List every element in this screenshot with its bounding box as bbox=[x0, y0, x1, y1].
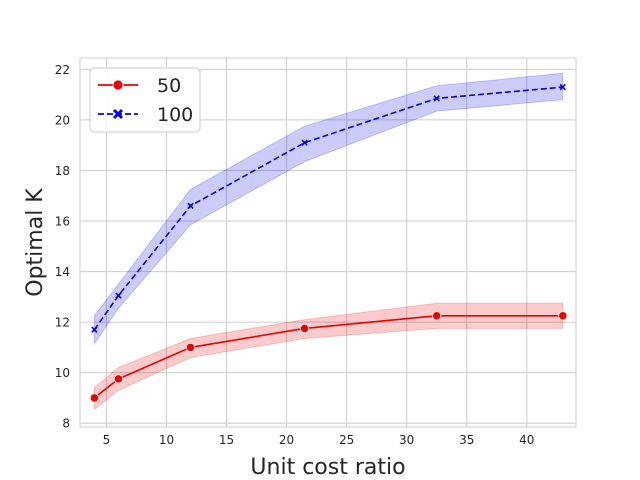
y-tick-label: 18 bbox=[55, 164, 70, 178]
x-tick-label: 40 bbox=[519, 433, 534, 447]
y-tick-label: 8 bbox=[62, 417, 70, 431]
y-tick-label: 14 bbox=[55, 265, 70, 279]
data-point-50 bbox=[89, 393, 100, 403]
data-point-50 bbox=[185, 342, 196, 352]
x-tick-label: 20 bbox=[279, 433, 294, 447]
legend-label-100: 100 bbox=[157, 104, 193, 126]
y-tick-label: 16 bbox=[55, 215, 70, 229]
data-point-100 bbox=[433, 95, 440, 102]
legend-marker-100 bbox=[112, 108, 124, 120]
x-tick-label: 25 bbox=[339, 433, 354, 447]
data-point-100 bbox=[187, 202, 194, 210]
grid-lines bbox=[80, 58, 576, 427]
data-point-50 bbox=[432, 311, 442, 321]
data-point-100 bbox=[559, 83, 566, 91]
legend-label-50: 50 bbox=[157, 75, 181, 97]
series-lines bbox=[93, 86, 563, 399]
x-axis-label: Unit cost ratio bbox=[250, 455, 405, 480]
y-tick-label: 10 bbox=[55, 366, 70, 380]
series-markers bbox=[89, 83, 568, 403]
confidence-band-50 bbox=[93, 302, 564, 411]
series-line-50 bbox=[93, 314, 563, 399]
data-point-50 bbox=[558, 311, 568, 321]
legend-marker-50 bbox=[112, 79, 124, 91]
x-tick-label: 10 bbox=[159, 433, 174, 447]
data-point-100 bbox=[301, 139, 308, 146]
x-tick-label: 5 bbox=[103, 433, 111, 447]
data-point-50 bbox=[113, 374, 124, 384]
x-tick-labels: 5 10 15 20 25 30 35 40 bbox=[103, 433, 535, 447]
y-tick-labels: 8 10 12 14 16 18 20 22 bbox=[55, 63, 70, 431]
data-point-50 bbox=[299, 323, 310, 334]
y-tick-label: 22 bbox=[55, 63, 70, 77]
data-point-100 bbox=[115, 292, 122, 299]
data-point-100 bbox=[91, 326, 98, 333]
x-tick-label: 35 bbox=[459, 433, 474, 447]
x-tick-label: 15 bbox=[219, 433, 234, 447]
plot-frame bbox=[79, 57, 577, 428]
y-axis-label: Optimal K bbox=[23, 188, 48, 297]
x-tick-label: 30 bbox=[399, 433, 414, 447]
y-tick-label: 20 bbox=[55, 113, 70, 127]
y-tick-label: 12 bbox=[55, 316, 70, 330]
